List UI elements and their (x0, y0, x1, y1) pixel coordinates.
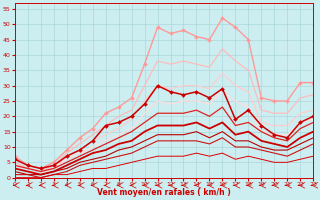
X-axis label: Vent moyen/en rafales ( km/h ): Vent moyen/en rafales ( km/h ) (97, 188, 231, 197)
